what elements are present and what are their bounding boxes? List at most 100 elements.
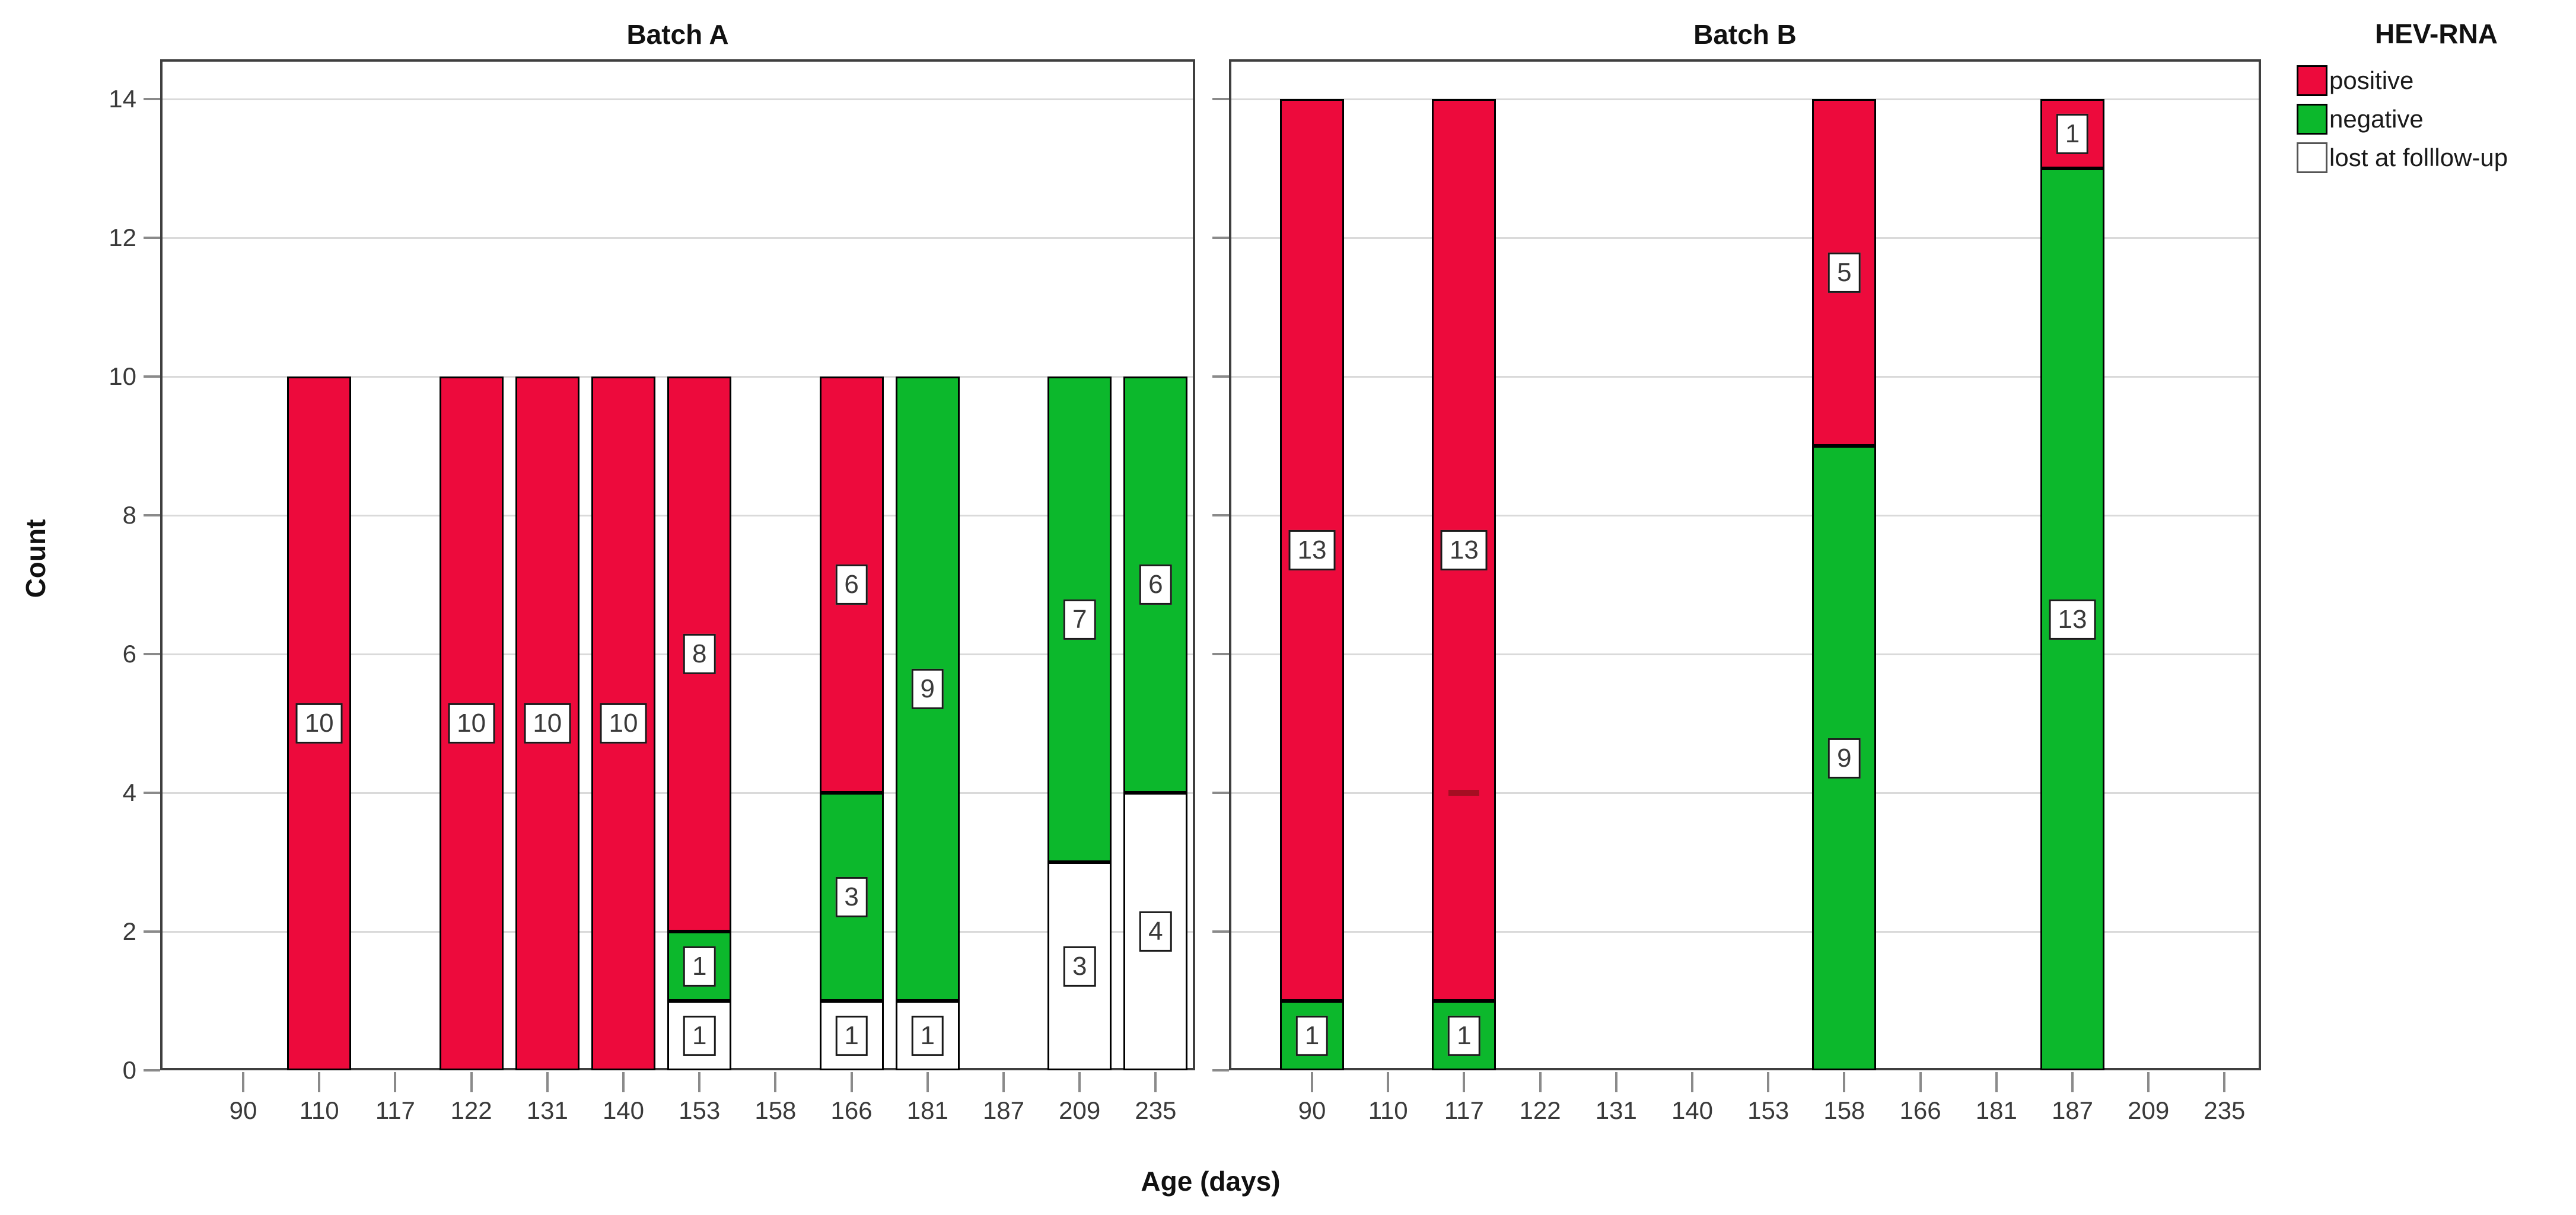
x-tick-mark [2071, 1072, 2074, 1092]
x-tick-label: 153 [679, 1096, 721, 1124]
x-tick-mark [1311, 1072, 1313, 1092]
gridline [1231, 515, 2259, 516]
bar-value-label: 5 [1828, 252, 1861, 293]
y-tick-mark [144, 514, 160, 516]
legend-item-label: positive [2329, 66, 2414, 94]
bar-value-label: 6 [835, 564, 868, 605]
gridline [1231, 237, 2259, 239]
x-tick-mark [470, 1072, 473, 1092]
x-tick-label: 209 [2128, 1096, 2170, 1124]
x-tick-mark [1691, 1072, 1693, 1092]
x-tick-label: 153 [1747, 1096, 1789, 1124]
y-axis-title: Count [20, 519, 51, 598]
panel-title-batch-a: Batch A [626, 19, 729, 50]
y-tick-label: 2 [122, 917, 136, 945]
y-tick-mark [1212, 1069, 1229, 1072]
y-tick-mark [144, 237, 160, 239]
panel-title-batch-b: Batch B [1693, 19, 1797, 50]
bar-value-label: 10 [600, 703, 647, 744]
gridline [1231, 792, 2259, 794]
y-tick-mark [1212, 792, 1229, 794]
legend-item-1: negative [2297, 104, 2576, 135]
bar-value-label: 1 [835, 1015, 868, 1056]
legend-swatch-icon [2297, 65, 2327, 96]
bar-value-label: 13 [1288, 530, 1336, 570]
x-tick-mark [546, 1072, 549, 1092]
bar-value-label: 1 [911, 1015, 944, 1056]
x-tick-label: 131 [526, 1096, 568, 1124]
x-tick-label: 90 [229, 1096, 257, 1124]
legend-item-label: lost at folllow-up [2329, 143, 2508, 171]
x-tick-label: 131 [1595, 1096, 1637, 1124]
x-tick-mark [622, 1072, 625, 1092]
x-tick-label: 158 [1823, 1096, 1865, 1124]
x-tick-label: 166 [1899, 1096, 1941, 1124]
bar-value-label: 9 [911, 668, 944, 709]
x-tick-label: 209 [1059, 1096, 1101, 1124]
x-tick-label: 235 [2204, 1096, 2246, 1124]
y-tick-label: 12 [109, 224, 136, 251]
x-tick-label: 140 [1671, 1096, 1714, 1124]
x-tick-mark [1919, 1072, 1922, 1092]
x-axis-title: Age (days) [1141, 1166, 1281, 1197]
y-tick-mark [144, 792, 160, 794]
dark-red-dash-annotation [1448, 790, 1480, 796]
x-tick-mark [242, 1072, 244, 1092]
bar-value-label: 1 [1295, 1015, 1329, 1056]
y-tick-mark [144, 375, 160, 378]
legend-item-2: lost at folllow-up [2297, 142, 2576, 173]
x-tick-mark [394, 1072, 397, 1092]
bar-value-label: 9 [1828, 738, 1861, 779]
y-tick-mark [144, 930, 160, 933]
x-tick-label: 110 [299, 1096, 339, 1124]
y-tick-mark [1212, 375, 1229, 378]
x-tick-mark [318, 1072, 321, 1092]
x-tick-mark [1078, 1072, 1081, 1092]
bar-value-label: 10 [524, 703, 571, 744]
x-tick-mark [1995, 1072, 1998, 1092]
x-tick-mark [1002, 1072, 1005, 1092]
bar-value-label: 1 [683, 1015, 716, 1056]
gridline [1231, 931, 2259, 933]
x-tick-mark [1154, 1072, 1157, 1092]
bar-value-label: 1 [683, 946, 716, 987]
plot-area-border-batch-b [1229, 59, 2261, 1070]
x-tick-mark [1767, 1072, 1770, 1092]
y-tick-mark [1212, 98, 1229, 100]
y-tick-mark [144, 98, 160, 100]
x-tick-label: 122 [1519, 1096, 1561, 1124]
x-tick-label: 187 [982, 1096, 1025, 1124]
x-tick-label: 158 [754, 1096, 797, 1124]
y-tick-mark [1212, 514, 1229, 516]
x-tick-mark [2223, 1072, 2226, 1092]
x-tick-label: 187 [2051, 1096, 2094, 1124]
x-tick-mark [2147, 1072, 2150, 1092]
x-tick-label: 122 [450, 1096, 492, 1124]
gridline [1231, 653, 2259, 655]
x-tick-mark [698, 1072, 701, 1092]
x-tick-mark [1387, 1072, 1390, 1092]
y-tick-label: 4 [122, 779, 136, 806]
x-tick-mark [926, 1072, 929, 1092]
x-tick-mark [850, 1072, 853, 1092]
bar-value-label: 4 [1139, 911, 1172, 952]
x-tick-label: 181 [1975, 1096, 2017, 1124]
y-tick-mark [144, 653, 160, 655]
legend-swatch-icon [2297, 104, 2327, 135]
x-tick-mark [1843, 1072, 1846, 1092]
bar-value-label: 1 [1448, 1015, 1480, 1056]
y-tick-mark [144, 1069, 160, 1072]
gridline [163, 98, 1193, 100]
y-tick-mark [1212, 930, 1229, 933]
legend-item-label: negative [2329, 105, 2424, 133]
legend-items: positive negative lost at folllow-up [2297, 65, 2576, 173]
legend-swatch-icon [2297, 142, 2327, 173]
y-tick-label: 10 [109, 362, 136, 390]
x-tick-label: 117 [375, 1096, 415, 1124]
bar-value-label: 10 [448, 703, 495, 744]
x-tick-label: 166 [830, 1096, 873, 1124]
x-tick-mark [1615, 1072, 1617, 1092]
bar-value-label: 8 [683, 633, 716, 675]
gridline [1231, 376, 2259, 378]
